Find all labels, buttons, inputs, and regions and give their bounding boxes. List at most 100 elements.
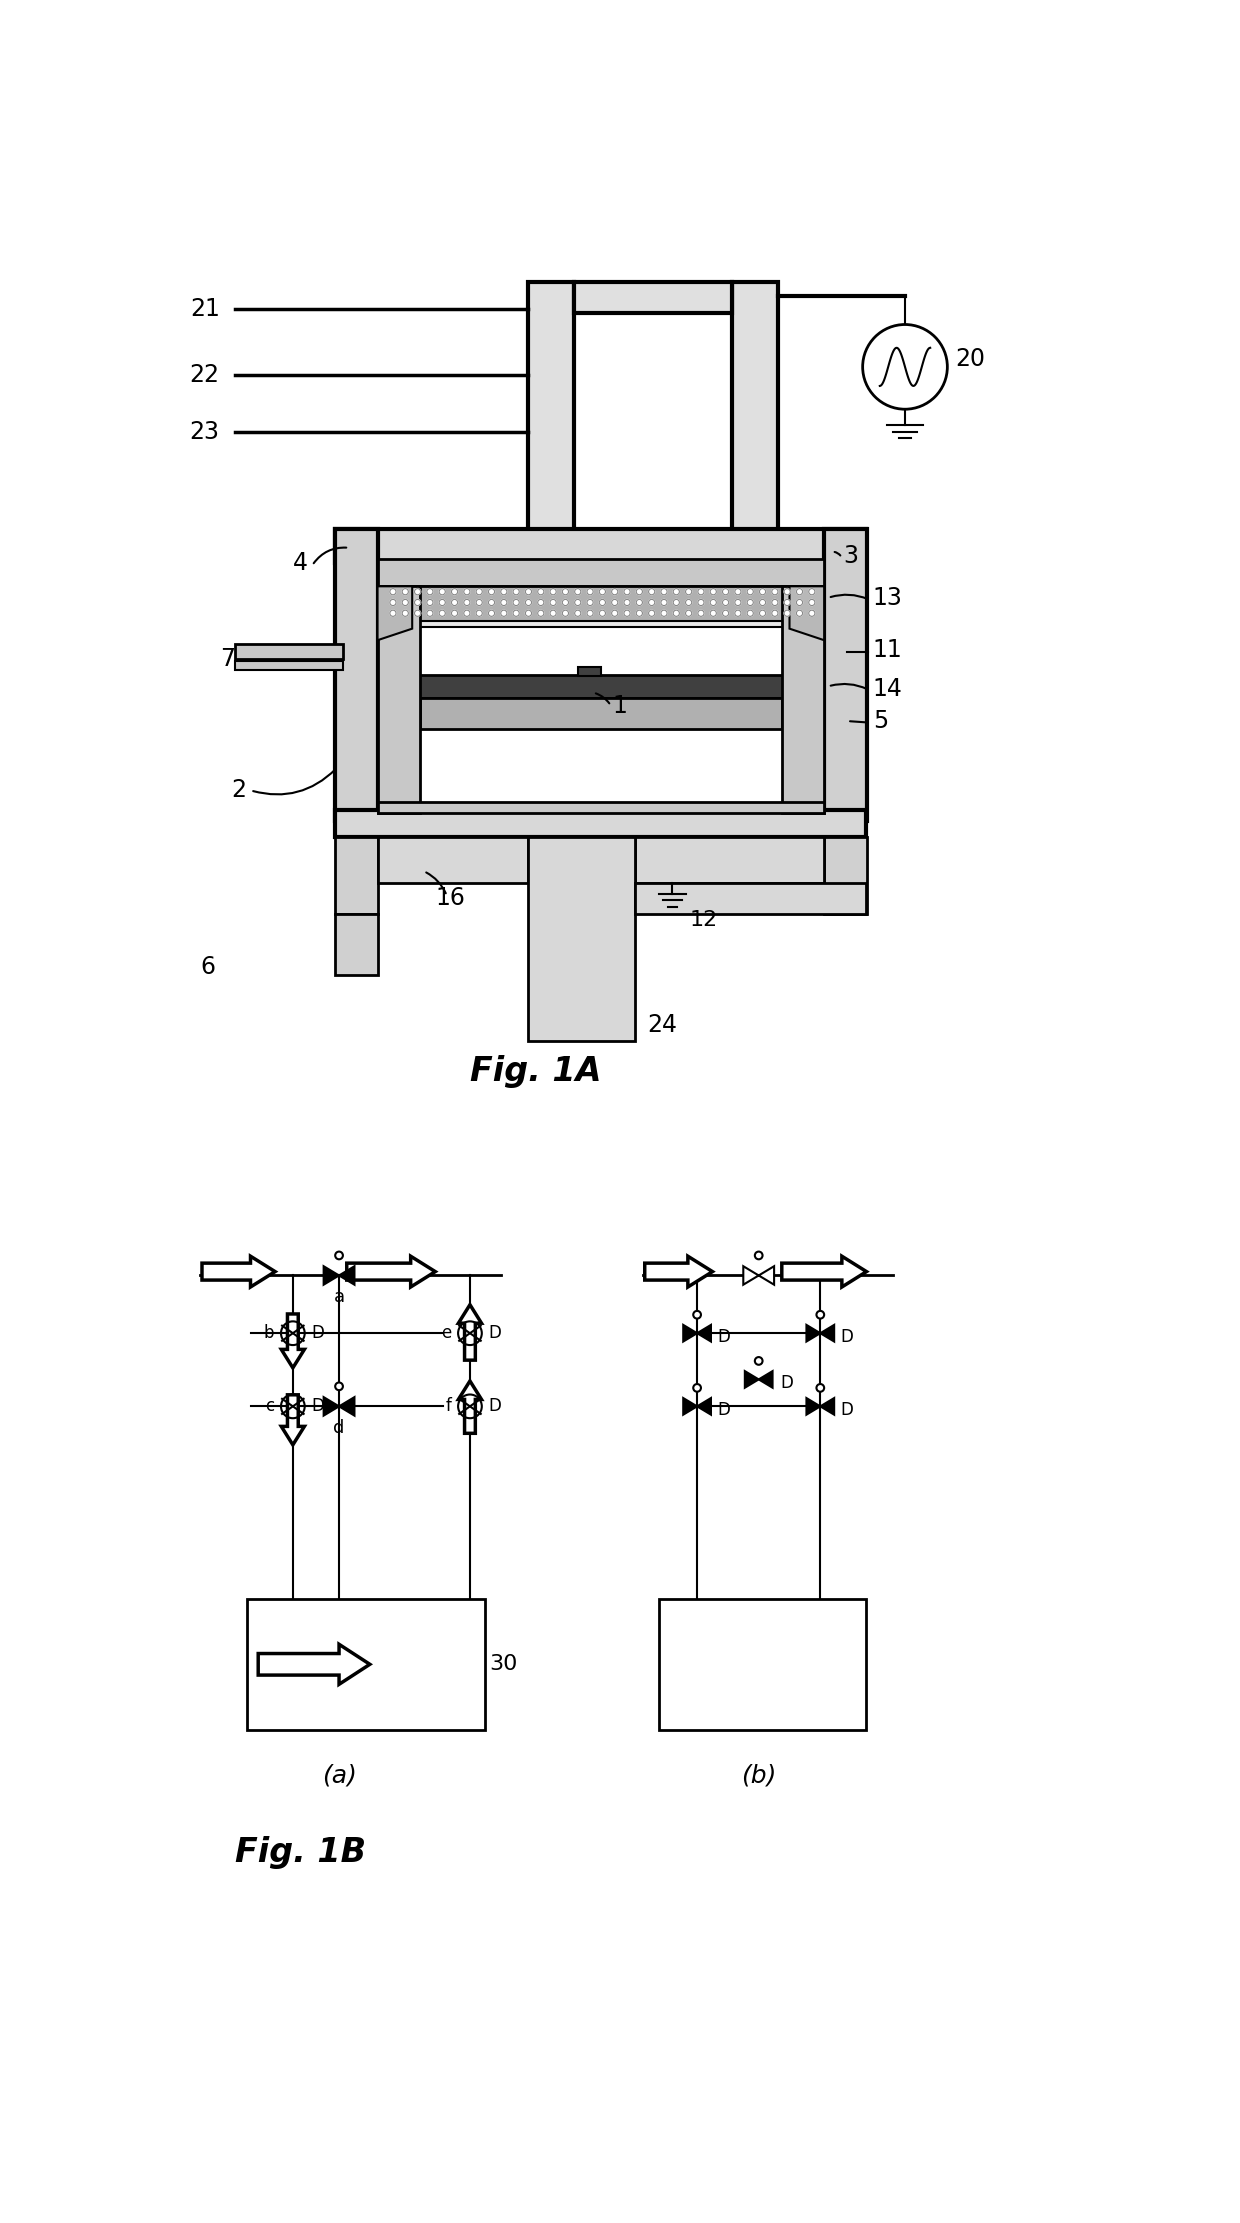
Circle shape — [513, 609, 520, 616]
Circle shape — [427, 589, 433, 596]
Circle shape — [698, 589, 704, 596]
Text: f: f — [445, 1398, 451, 1416]
Circle shape — [389, 600, 396, 605]
Bar — [236, 660, 343, 671]
Circle shape — [755, 1252, 763, 1258]
Bar — [574, 282, 732, 313]
Circle shape — [587, 600, 593, 605]
Circle shape — [755, 1356, 763, 1365]
Circle shape — [649, 609, 655, 616]
Bar — [781, 587, 825, 814]
Circle shape — [661, 609, 667, 616]
Circle shape — [863, 325, 947, 409]
Bar — [236, 645, 343, 660]
Polygon shape — [821, 1398, 835, 1414]
Circle shape — [624, 609, 630, 616]
Circle shape — [476, 600, 482, 605]
Circle shape — [686, 609, 692, 616]
Bar — [386, 587, 821, 620]
Bar — [377, 587, 420, 814]
Bar — [825, 836, 867, 914]
Bar — [732, 282, 777, 534]
Circle shape — [464, 600, 470, 605]
Text: D: D — [311, 1398, 324, 1416]
Circle shape — [451, 600, 458, 605]
Text: D: D — [841, 1400, 853, 1418]
Circle shape — [723, 589, 729, 596]
Circle shape — [489, 589, 495, 596]
Circle shape — [636, 589, 642, 596]
Circle shape — [808, 609, 815, 616]
Circle shape — [427, 600, 433, 605]
Text: 16: 16 — [435, 887, 466, 909]
Polygon shape — [683, 1398, 697, 1414]
Circle shape — [735, 600, 742, 605]
Circle shape — [711, 609, 717, 616]
Bar — [528, 282, 574, 534]
Circle shape — [402, 589, 408, 596]
Text: b: b — [264, 1325, 274, 1343]
Circle shape — [624, 589, 630, 596]
Polygon shape — [459, 1305, 481, 1360]
Text: a: a — [334, 1287, 345, 1307]
Bar — [335, 529, 867, 562]
Bar — [377, 803, 825, 814]
Circle shape — [563, 609, 568, 616]
Circle shape — [599, 600, 605, 605]
Text: 5: 5 — [873, 709, 888, 734]
Bar — [528, 836, 635, 1040]
Text: 7: 7 — [219, 647, 236, 671]
Polygon shape — [806, 1325, 821, 1340]
Circle shape — [501, 589, 507, 596]
Polygon shape — [202, 1256, 275, 1287]
Text: 23: 23 — [190, 420, 219, 445]
Text: d: d — [334, 1418, 345, 1436]
Circle shape — [489, 600, 495, 605]
Polygon shape — [781, 1256, 867, 1287]
Text: 2: 2 — [232, 778, 247, 803]
Polygon shape — [759, 1372, 773, 1387]
Circle shape — [574, 600, 580, 605]
Circle shape — [563, 600, 568, 605]
Polygon shape — [697, 1398, 711, 1414]
Text: D: D — [841, 1327, 853, 1347]
Circle shape — [551, 589, 557, 596]
Text: 14: 14 — [873, 676, 903, 700]
Circle shape — [759, 600, 765, 605]
Circle shape — [414, 609, 420, 616]
Text: D: D — [489, 1398, 501, 1416]
Circle shape — [816, 1385, 825, 1392]
Bar — [635, 883, 867, 914]
Circle shape — [526, 609, 532, 616]
Circle shape — [551, 600, 557, 605]
Circle shape — [587, 609, 593, 616]
Bar — [578, 667, 601, 676]
Circle shape — [784, 609, 790, 616]
Circle shape — [563, 589, 568, 596]
Bar — [377, 560, 825, 587]
Circle shape — [735, 589, 742, 596]
Circle shape — [711, 600, 717, 605]
Bar — [658, 1598, 867, 1729]
Circle shape — [574, 589, 580, 596]
Polygon shape — [281, 1394, 304, 1445]
Bar — [335, 529, 377, 820]
Circle shape — [748, 589, 754, 596]
Polygon shape — [258, 1645, 370, 1685]
Circle shape — [624, 600, 630, 605]
Text: 3: 3 — [843, 542, 858, 567]
Circle shape — [693, 1312, 701, 1318]
Text: 4: 4 — [293, 551, 309, 576]
Circle shape — [698, 600, 704, 605]
Circle shape — [771, 600, 777, 605]
Circle shape — [526, 600, 532, 605]
Circle shape — [451, 609, 458, 616]
Circle shape — [784, 589, 790, 596]
Circle shape — [611, 609, 618, 616]
Polygon shape — [645, 1256, 713, 1287]
Circle shape — [335, 1252, 343, 1258]
Text: (a): (a) — [321, 1765, 356, 1787]
Circle shape — [513, 589, 520, 596]
Polygon shape — [459, 1380, 481, 1434]
Text: D: D — [717, 1327, 730, 1347]
